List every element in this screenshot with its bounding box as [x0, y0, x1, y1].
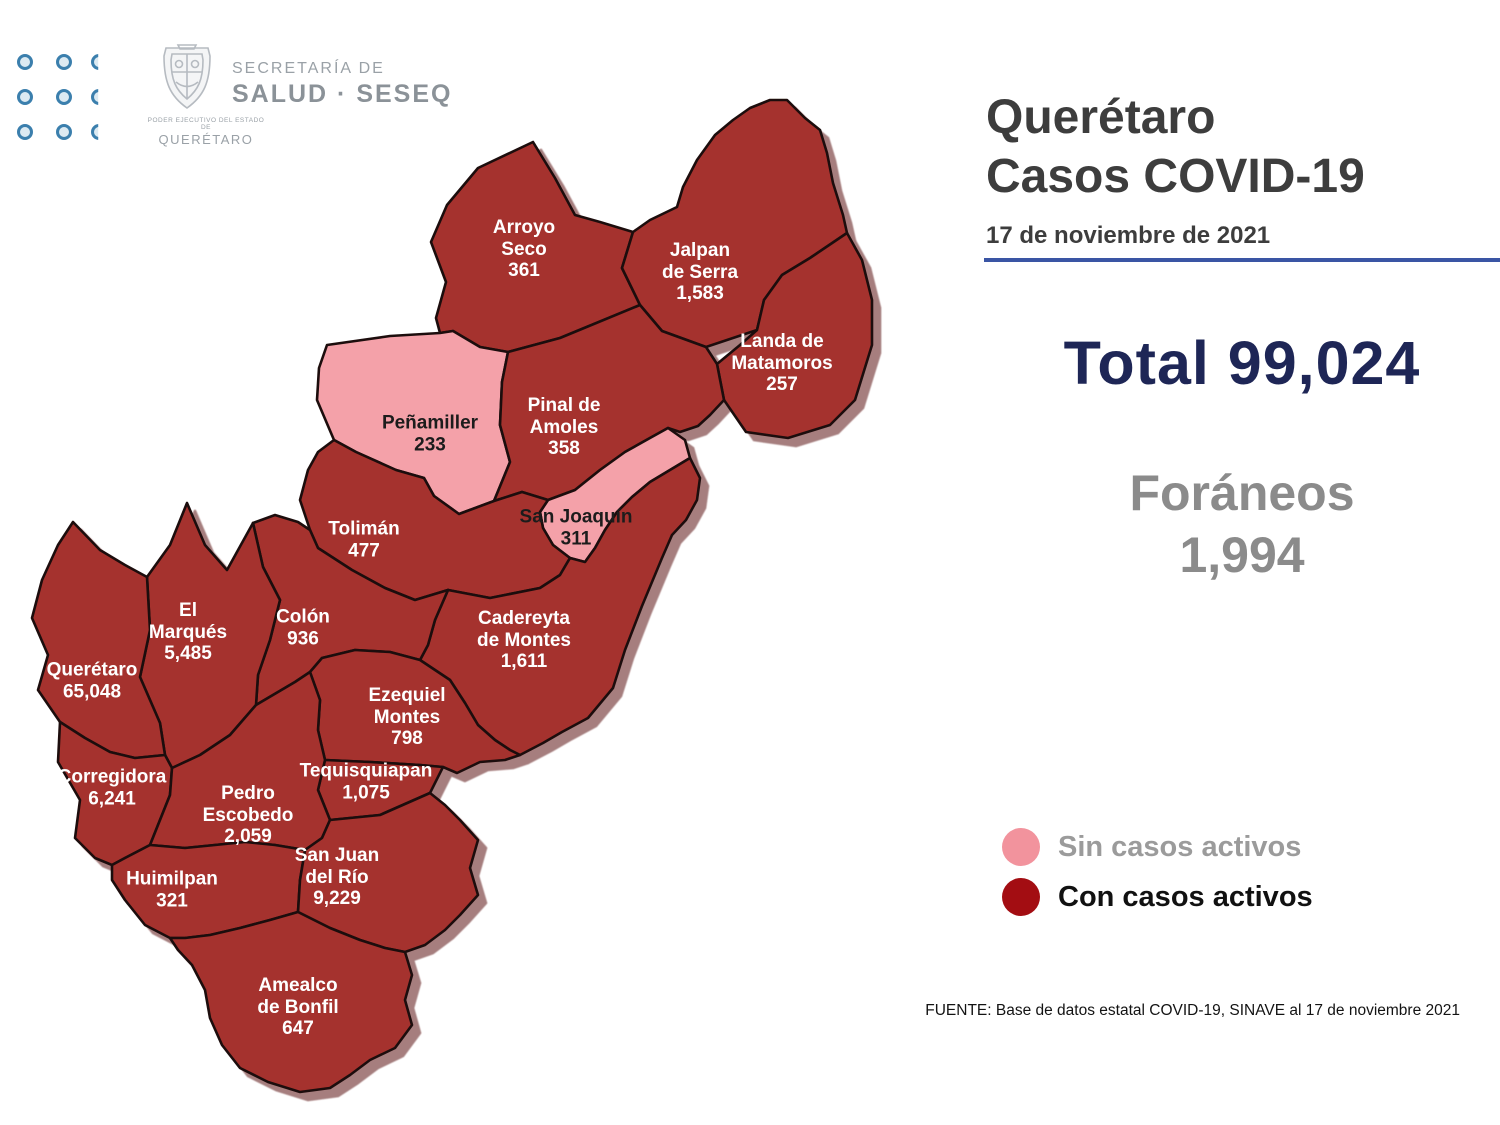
foraneos-label: Foráneos	[1129, 465, 1355, 521]
legend-label-active: Con casos activos	[1058, 880, 1313, 913]
blue-divider	[984, 258, 1500, 262]
legend-label-no-active: Sin casos activos	[1058, 830, 1302, 863]
blue-dot-icon	[91, 54, 99, 70]
active-color-swatch	[1002, 878, 1040, 916]
region-amealco	[168, 910, 414, 1094]
total-label: Total	[1063, 329, 1210, 397]
logo-estado: PODER EJECUTIVO DEL ESTADO DE QUERÉTARO	[146, 117, 266, 147]
report-date: 17 de noviembre de 2021	[986, 222, 1271, 249]
logo-secretaria-de: SECRETARÍA DE	[232, 60, 385, 77]
region-landa	[715, 231, 874, 440]
source-note: FUENTE: Base de datos estatal COVID-19, …	[925, 1002, 1460, 1019]
blue-dot-icon	[17, 124, 33, 140]
blue-dot-icon	[17, 54, 33, 70]
blue-dot-icon	[56, 54, 72, 70]
queretaro-coat-of-arms	[163, 44, 211, 109]
no-active-color-swatch	[1002, 828, 1040, 866]
blue-dot-icon	[56, 124, 72, 140]
legend-row-no-active: Sin casos activos	[1002, 822, 1313, 872]
blue-dot-icon	[91, 89, 99, 105]
blue-dot-icon	[56, 89, 72, 105]
blue-dot-icon	[91, 124, 99, 140]
legend: Sin casos activos Con casos activos	[1002, 822, 1313, 922]
total-value: 99,024	[1227, 329, 1421, 397]
title-line1: Querétaro	[986, 91, 1216, 144]
logo-salud-seseq: SALUD · SESEQ	[232, 80, 453, 108]
blue-dot-icon	[17, 89, 33, 105]
legend-row-active: Con casos activos	[1002, 872, 1313, 922]
logo-queretaro-text: QUERÉTARO	[158, 132, 254, 147]
dots-decoration	[0, 40, 110, 140]
logo-estado-small-text: PODER EJECUTIVO DEL ESTADO DE	[147, 117, 265, 131]
page-title: Querétaro Casos COVID-19	[986, 88, 1365, 206]
title-line2: Casos COVID-19	[986, 150, 1365, 203]
total-cases: Total 99,024	[984, 328, 1500, 398]
foraneos-block: Foráneos 1,994	[984, 462, 1500, 586]
region-queretaro	[30, 520, 167, 760]
logo-wordmark: SECRETARÍA DE SALUD · SESEQ	[232, 60, 452, 109]
foraneos-value: 1,994	[1179, 527, 1305, 583]
